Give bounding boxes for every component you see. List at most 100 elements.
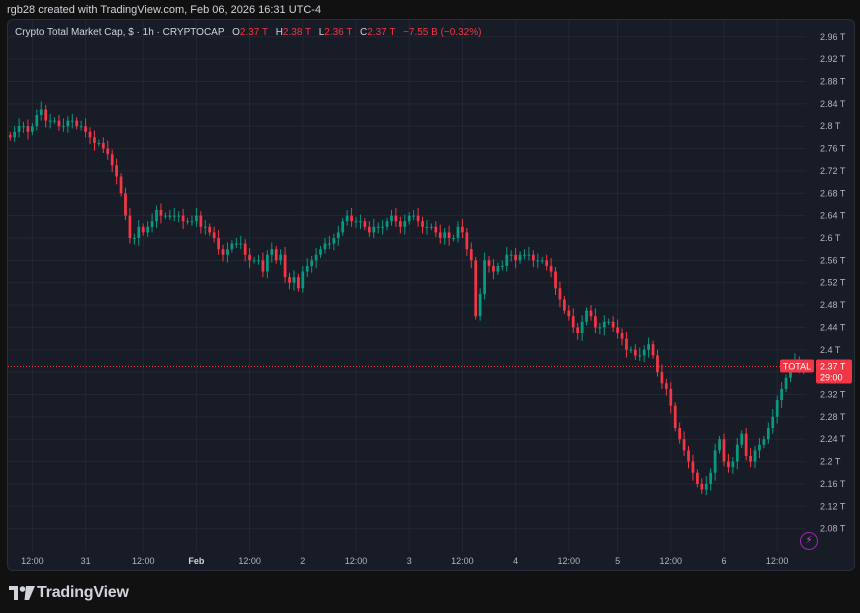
price-tick-label: 2.88 T — [820, 76, 846, 86]
price-axis[interactable]: 2.08 T 2.12 T 2.16 T 2.2 T 2.24 T 2.28 T 2.32 … — [820, 32, 846, 534]
candle-body — [26, 126, 30, 132]
time-tick-label: 12:00 — [21, 556, 44, 566]
candle-body — [332, 237, 336, 244]
time-tick-label: 12:00 — [660, 556, 683, 566]
candle-body — [177, 215, 181, 217]
candle-body — [425, 226, 429, 228]
price-tick-label: 2.24 T — [820, 434, 846, 444]
candle-body — [452, 237, 455, 239]
candle-body — [265, 254, 269, 272]
price-tag — [816, 359, 852, 384]
candle-body — [261, 260, 265, 272]
price-tick-label: 2.6 T — [820, 233, 841, 243]
low-label: L — [318, 27, 325, 38]
time-axis[interactable]: 12:00 31 12:00 Feb 12:00 2 12:00 3 12:00 4 12:00 5 1… — [21, 556, 788, 566]
candle-body — [771, 416, 775, 429]
candle-body — [443, 232, 447, 238]
price-tick-label: 2.52 T — [820, 278, 846, 288]
candle-body — [84, 126, 87, 132]
chart-caption: rgb28 created with TradingView.com, Feb … — [7, 4, 322, 16]
candle-body — [314, 254, 318, 261]
candle-body — [731, 461, 735, 468]
candle-body — [292, 277, 296, 283]
time-tick-label: Feb — [188, 556, 205, 566]
tradingview-logo[interactable]: TradingView — [9, 581, 129, 605]
candle-body — [195, 215, 198, 222]
candle-body — [119, 176, 123, 194]
candle-body — [758, 444, 761, 451]
high-value: 2.38 T — [282, 27, 311, 38]
price-tick-label: 2.48 T — [820, 300, 846, 310]
candle-body — [784, 377, 788, 389]
low-value: 2.36 T — [324, 27, 353, 38]
candle-body — [700, 483, 704, 490]
symbol-title[interactable]: Crypto Total Market Cap, $ · 1h · CRYPTO… — [15, 27, 225, 38]
candle-body — [421, 221, 424, 227]
time-tick-label: 12:00 — [238, 556, 261, 566]
candle-body — [319, 249, 322, 255]
candle-body — [496, 265, 500, 272]
candle-body — [181, 215, 185, 222]
candle-body — [243, 243, 247, 255]
candle-body — [727, 461, 730, 468]
candle-body — [514, 254, 517, 261]
candle-body — [385, 221, 389, 227]
price-tick-label: 2.92 T — [820, 54, 846, 64]
candle-body — [106, 148, 110, 155]
candle-body — [483, 260, 486, 294]
symbol-legend: Crypto Total Market Cap, $ · 1h · CRYPTO… — [15, 26, 481, 40]
time-tick-label: 12:00 — [451, 556, 474, 566]
candle-body — [141, 226, 145, 233]
candle-body — [57, 120, 61, 127]
candle-body — [536, 260, 540, 262]
candle-body — [558, 288, 562, 300]
candle-body — [159, 210, 163, 216]
candle-body — [540, 260, 544, 262]
price-chart[interactable]: 2.08 T 2.12 T 2.16 T 2.2 T 2.24 T 2.28 T 2.32 … — [8, 20, 854, 570]
candle-body — [594, 316, 597, 328]
candle-body — [44, 109, 48, 121]
candle-body — [407, 215, 411, 222]
candle-body — [766, 428, 770, 440]
candle-body — [115, 165, 118, 177]
candle-body — [381, 226, 384, 228]
candle-body — [124, 193, 127, 216]
candle-body — [93, 137, 96, 143]
tradingview-logo-icon — [9, 585, 35, 601]
time-tick-label: 2 — [300, 556, 305, 566]
candle-body — [505, 254, 509, 266]
candle-body — [602, 321, 606, 328]
candle-body — [22, 126, 25, 128]
candle-body — [749, 455, 752, 462]
time-tick-label: 31 — [81, 556, 91, 566]
candle-body — [762, 439, 766, 445]
candle-body — [740, 433, 744, 445]
candle-body — [199, 215, 203, 227]
price-tick-label: 2.72 T — [820, 166, 846, 176]
price-tick-label: 2.64 T — [820, 211, 846, 221]
candle-body — [487, 260, 491, 266]
candle-body — [8, 135, 12, 138]
lightning-icon[interactable]: ⚡ — [800, 532, 818, 550]
price-tick-label: 2.68 T — [820, 188, 846, 198]
candle-body — [288, 277, 291, 283]
candle-body — [430, 226, 433, 228]
candle-body — [239, 243, 243, 245]
candle-body — [523, 254, 526, 256]
candle-body — [616, 327, 619, 334]
candle-body — [53, 120, 56, 122]
chart-panel[interactable]: 2.08 T 2.12 T 2.16 T 2.2 T 2.24 T 2.28 T 2.32 … — [7, 19, 855, 571]
price-tick-label: 2.16 T — [820, 479, 846, 489]
candle-body — [66, 120, 70, 127]
candle-body — [718, 439, 721, 451]
candle-body — [128, 215, 132, 238]
candle-body — [660, 372, 664, 384]
brand-name: TradingView — [37, 584, 129, 601]
candle-body — [545, 260, 549, 266]
candle-body — [434, 226, 438, 233]
price-tick-label: 2.12 T — [820, 501, 846, 511]
candle-body — [168, 215, 172, 217]
price-tick-label: 2.56 T — [820, 255, 846, 265]
candle-body — [625, 338, 628, 350]
candle-body — [279, 254, 283, 261]
